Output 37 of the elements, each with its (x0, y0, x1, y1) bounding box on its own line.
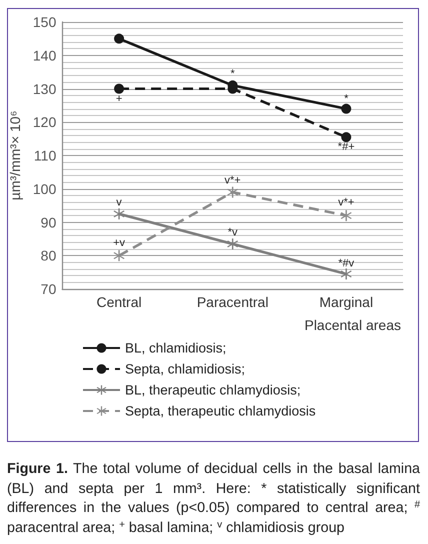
annotation: v (116, 196, 122, 208)
point (114, 84, 124, 94)
y-tick-label: 150 (32, 14, 56, 30)
point (114, 34, 124, 44)
y-tick-label: 130 (32, 80, 56, 97)
point (227, 186, 238, 198)
annotation: * (344, 92, 350, 105)
annotation: +v (113, 236, 126, 249)
annotation: * (230, 68, 236, 80)
x-tick-label: Paracentral (196, 294, 268, 310)
y-tick-label: 80 (40, 248, 56, 264)
annotation: + (116, 92, 122, 105)
y-tick-label: 110 (34, 148, 56, 164)
x-tick-label: Marginal (319, 294, 374, 310)
text: Figure 1. The total volume of decidual cells in the basal lamina (BL) and septa per 1 mm³. Here: * statistically significant differences in the values (p<0.05) compared to central area; $^{#}$ paracentral area; $^{+}$ basal lamina; $^{v}$ chlamidiosis group (7, 461, 420, 536)
annotation: v*+ (224, 174, 241, 187)
y-tick-label: 120 (32, 114, 56, 130)
x-axis-title: Placental areas (304, 317, 401, 333)
y-axis-title: µm³/mm³× 10⁶ (7, 110, 23, 200)
y-tick-label: 140 (32, 47, 56, 64)
y-tick-label: 90 (40, 214, 56, 230)
point (340, 268, 352, 280)
point (340, 210, 352, 222)
point (227, 238, 238, 250)
point (341, 132, 352, 142)
legend-label: Septa, therapeutic chlamydiosis (125, 404, 316, 418)
annotation: *#+ (338, 140, 355, 153)
annotation: *v (228, 226, 238, 238)
legend-label: Septa, chlamidiosis; (125, 362, 246, 376)
legend-label: BL, chlamidiosis; (125, 340, 226, 356)
y-tick-label: 70 (40, 281, 56, 297)
annotation: v*+ (338, 196, 354, 209)
point (341, 104, 352, 114)
x-tick-label: Central (96, 294, 142, 310)
y-tick-label: 100 (32, 180, 56, 197)
annotation: *#v (338, 257, 355, 270)
legend-label: BL, therapeutic chlamydiosis; (125, 382, 301, 398)
